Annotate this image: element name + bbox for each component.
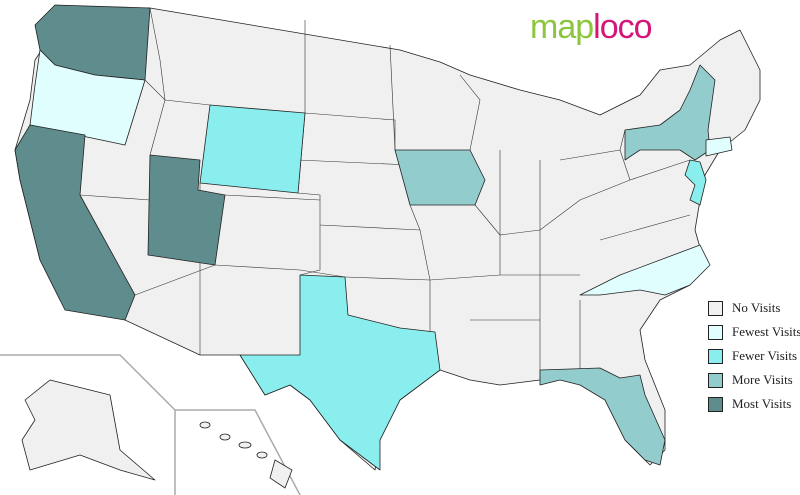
state-north-carolina[interactable]	[579, 244, 711, 296]
state-iowa[interactable]	[394, 149, 486, 206]
legend-swatch	[708, 372, 723, 388]
legend-item-fewer-visits: Fewer Visits	[708, 344, 800, 368]
legend-item-more-visits: More Visits	[708, 368, 800, 392]
legend-item-most-visits: Most Visits	[708, 392, 800, 416]
legend: No Visits Fewest Visits Fewer Visits Mor…	[708, 296, 800, 416]
state-alaska[interactable]	[21, 379, 156, 481]
legend-swatch	[708, 396, 723, 412]
us-outline	[14, 7, 761, 471]
state-texas[interactable]	[239, 274, 441, 471]
state-new-york[interactable]	[624, 64, 716, 161]
state-wyoming[interactable]	[199, 104, 306, 194]
legend-item-no-visits: No Visits	[708, 296, 800, 320]
state-california[interactable]	[14, 124, 136, 321]
state-connecticut[interactable]	[705, 136, 733, 157]
state-florida[interactable]	[539, 367, 666, 466]
legend-item-fewest-visits: Fewest Visits	[708, 320, 800, 344]
legend-swatch	[708, 300, 723, 316]
state-borders	[79, 7, 691, 380]
legend-swatch	[708, 348, 723, 364]
legend-swatch	[708, 324, 723, 340]
state-oregon[interactable]	[29, 49, 146, 146]
state-new-jersey[interactable]	[684, 159, 707, 206]
state-fills	[14, 4, 733, 471]
maploco-logo: maploco	[530, 8, 653, 46]
state-hawaii[interactable]	[199, 421, 293, 489]
state-utah[interactable]	[147, 154, 226, 266]
